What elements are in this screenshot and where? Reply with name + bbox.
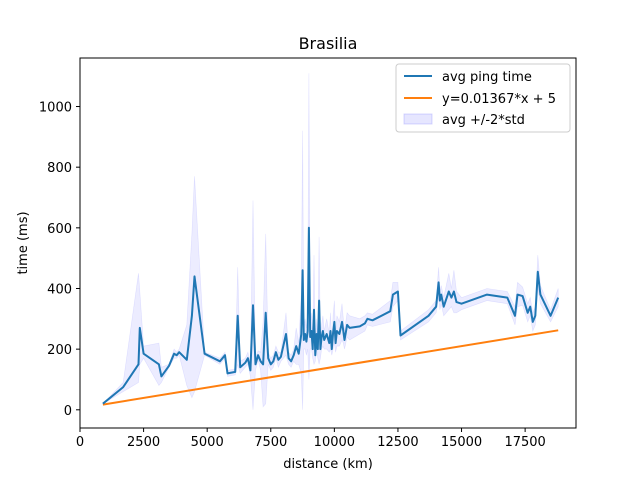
x-tick-label: 10000 xyxy=(314,435,355,450)
legend-band-swatch xyxy=(403,113,433,125)
legend-frame xyxy=(395,63,571,133)
legend-fit-label: y=0.01367*x + 5 xyxy=(442,92,556,107)
avg-ping-line xyxy=(102,226,560,405)
y-tick-label: 800 xyxy=(47,161,72,176)
x-tick-label: 0 xyxy=(76,435,84,450)
axes-frame xyxy=(79,57,577,429)
fit-line xyxy=(102,329,559,406)
x-tick-label: 15000 xyxy=(441,435,482,450)
y-tick-label: 400 xyxy=(47,282,72,297)
y-tick-label: 200 xyxy=(47,343,72,358)
x-tick-label: 12500 xyxy=(377,435,418,450)
legend: avg ping time y=0.01367*x + 5 avg +/-2*s… xyxy=(395,63,571,133)
legend-band-label: avg +/-2*std xyxy=(442,113,525,128)
y-tick-label: 1000 xyxy=(39,101,72,116)
plot-area xyxy=(102,73,560,410)
y-axis-label: time (ms) xyxy=(16,211,31,274)
x-tick-label: 17500 xyxy=(504,435,545,450)
x-tick-label: 5000 xyxy=(191,435,224,450)
ticks: 0 2500 5000 7500 10000 12500 15000 17500 0 200 400… xyxy=(39,101,546,450)
x-axis-label: distance (km) xyxy=(283,457,373,472)
legend-avg-label: avg ping time xyxy=(442,70,532,85)
x-tick-label: 7500 xyxy=(254,435,287,450)
y-tick-label: 0 xyxy=(64,404,72,419)
chart-title: Brasilia xyxy=(299,34,358,53)
x-tick-label: 2500 xyxy=(127,435,160,450)
y-tick-label: 600 xyxy=(47,222,72,237)
